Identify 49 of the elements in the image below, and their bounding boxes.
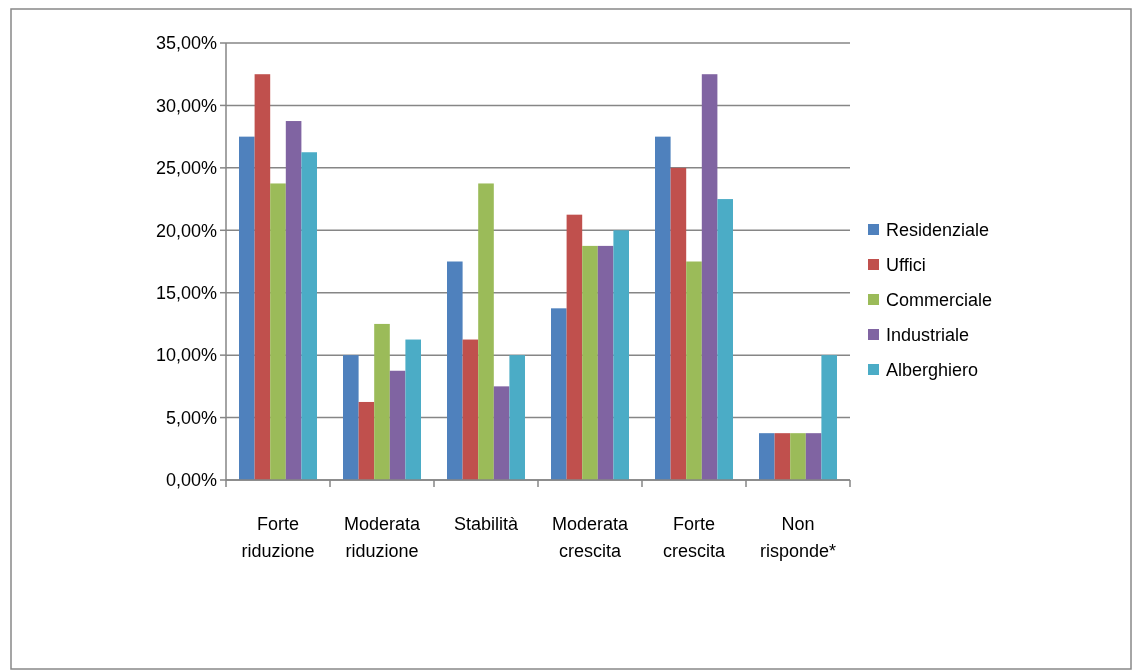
y-tick-label: 10,00%: [155, 345, 217, 366]
legend-label: Alberghiero: [886, 360, 979, 381]
x-tick-label: Moderata riduzione: [343, 514, 422, 561]
y-tick-label: 20,00%: [155, 220, 217, 241]
x-tick-label: Forte crescita: [662, 514, 726, 561]
bar: [582, 245, 598, 480]
bar: [701, 74, 718, 480]
bar: [670, 167, 687, 480]
y-tick-label: 25,00%: [155, 158, 217, 179]
x-tick-label: Moderata crescita: [551, 514, 630, 561]
x-tick-label: Forte riduzione: [241, 514, 315, 561]
bar: [462, 339, 479, 480]
y-tick-label: 5,00%: [165, 407, 217, 428]
bar: [405, 339, 421, 480]
bar: [447, 261, 463, 480]
bar: [270, 183, 286, 480]
bar: [551, 308, 567, 480]
bar: [389, 370, 406, 480]
x-tick-label: Stabilità: [453, 514, 519, 534]
bar: [301, 152, 317, 480]
bar: [343, 355, 359, 480]
y-tick-label: 0,00%: [165, 470, 217, 491]
bar: [774, 433, 791, 480]
y-tick-label: 15,00%: [155, 283, 217, 304]
bar: [821, 355, 837, 480]
bar: [790, 433, 806, 480]
bar: [717, 199, 733, 480]
bar: [374, 323, 390, 480]
bar: [478, 183, 494, 480]
bar: [597, 245, 614, 480]
bar: [566, 214, 583, 480]
bar: [285, 121, 302, 480]
bar: [509, 355, 525, 480]
legend-label: Residenziale: [886, 220, 990, 241]
legend-label: Uffici: [886, 255, 926, 276]
bar: [254, 74, 271, 480]
bar: [493, 386, 510, 480]
legend-label: Industriale: [886, 325, 970, 346]
bar: [358, 401, 375, 480]
bar: [655, 136, 671, 480]
bar: [759, 433, 775, 480]
bar: [613, 230, 629, 480]
x-tick-label: Non risponde*: [759, 514, 837, 561]
bar: [239, 136, 255, 480]
legend-label: Commerciale: [886, 290, 993, 311]
y-tick-label: 30,00%: [155, 95, 217, 116]
y-tick-label: 35,00%: [155, 33, 217, 54]
bar: [686, 261, 702, 480]
bar: [805, 433, 822, 480]
